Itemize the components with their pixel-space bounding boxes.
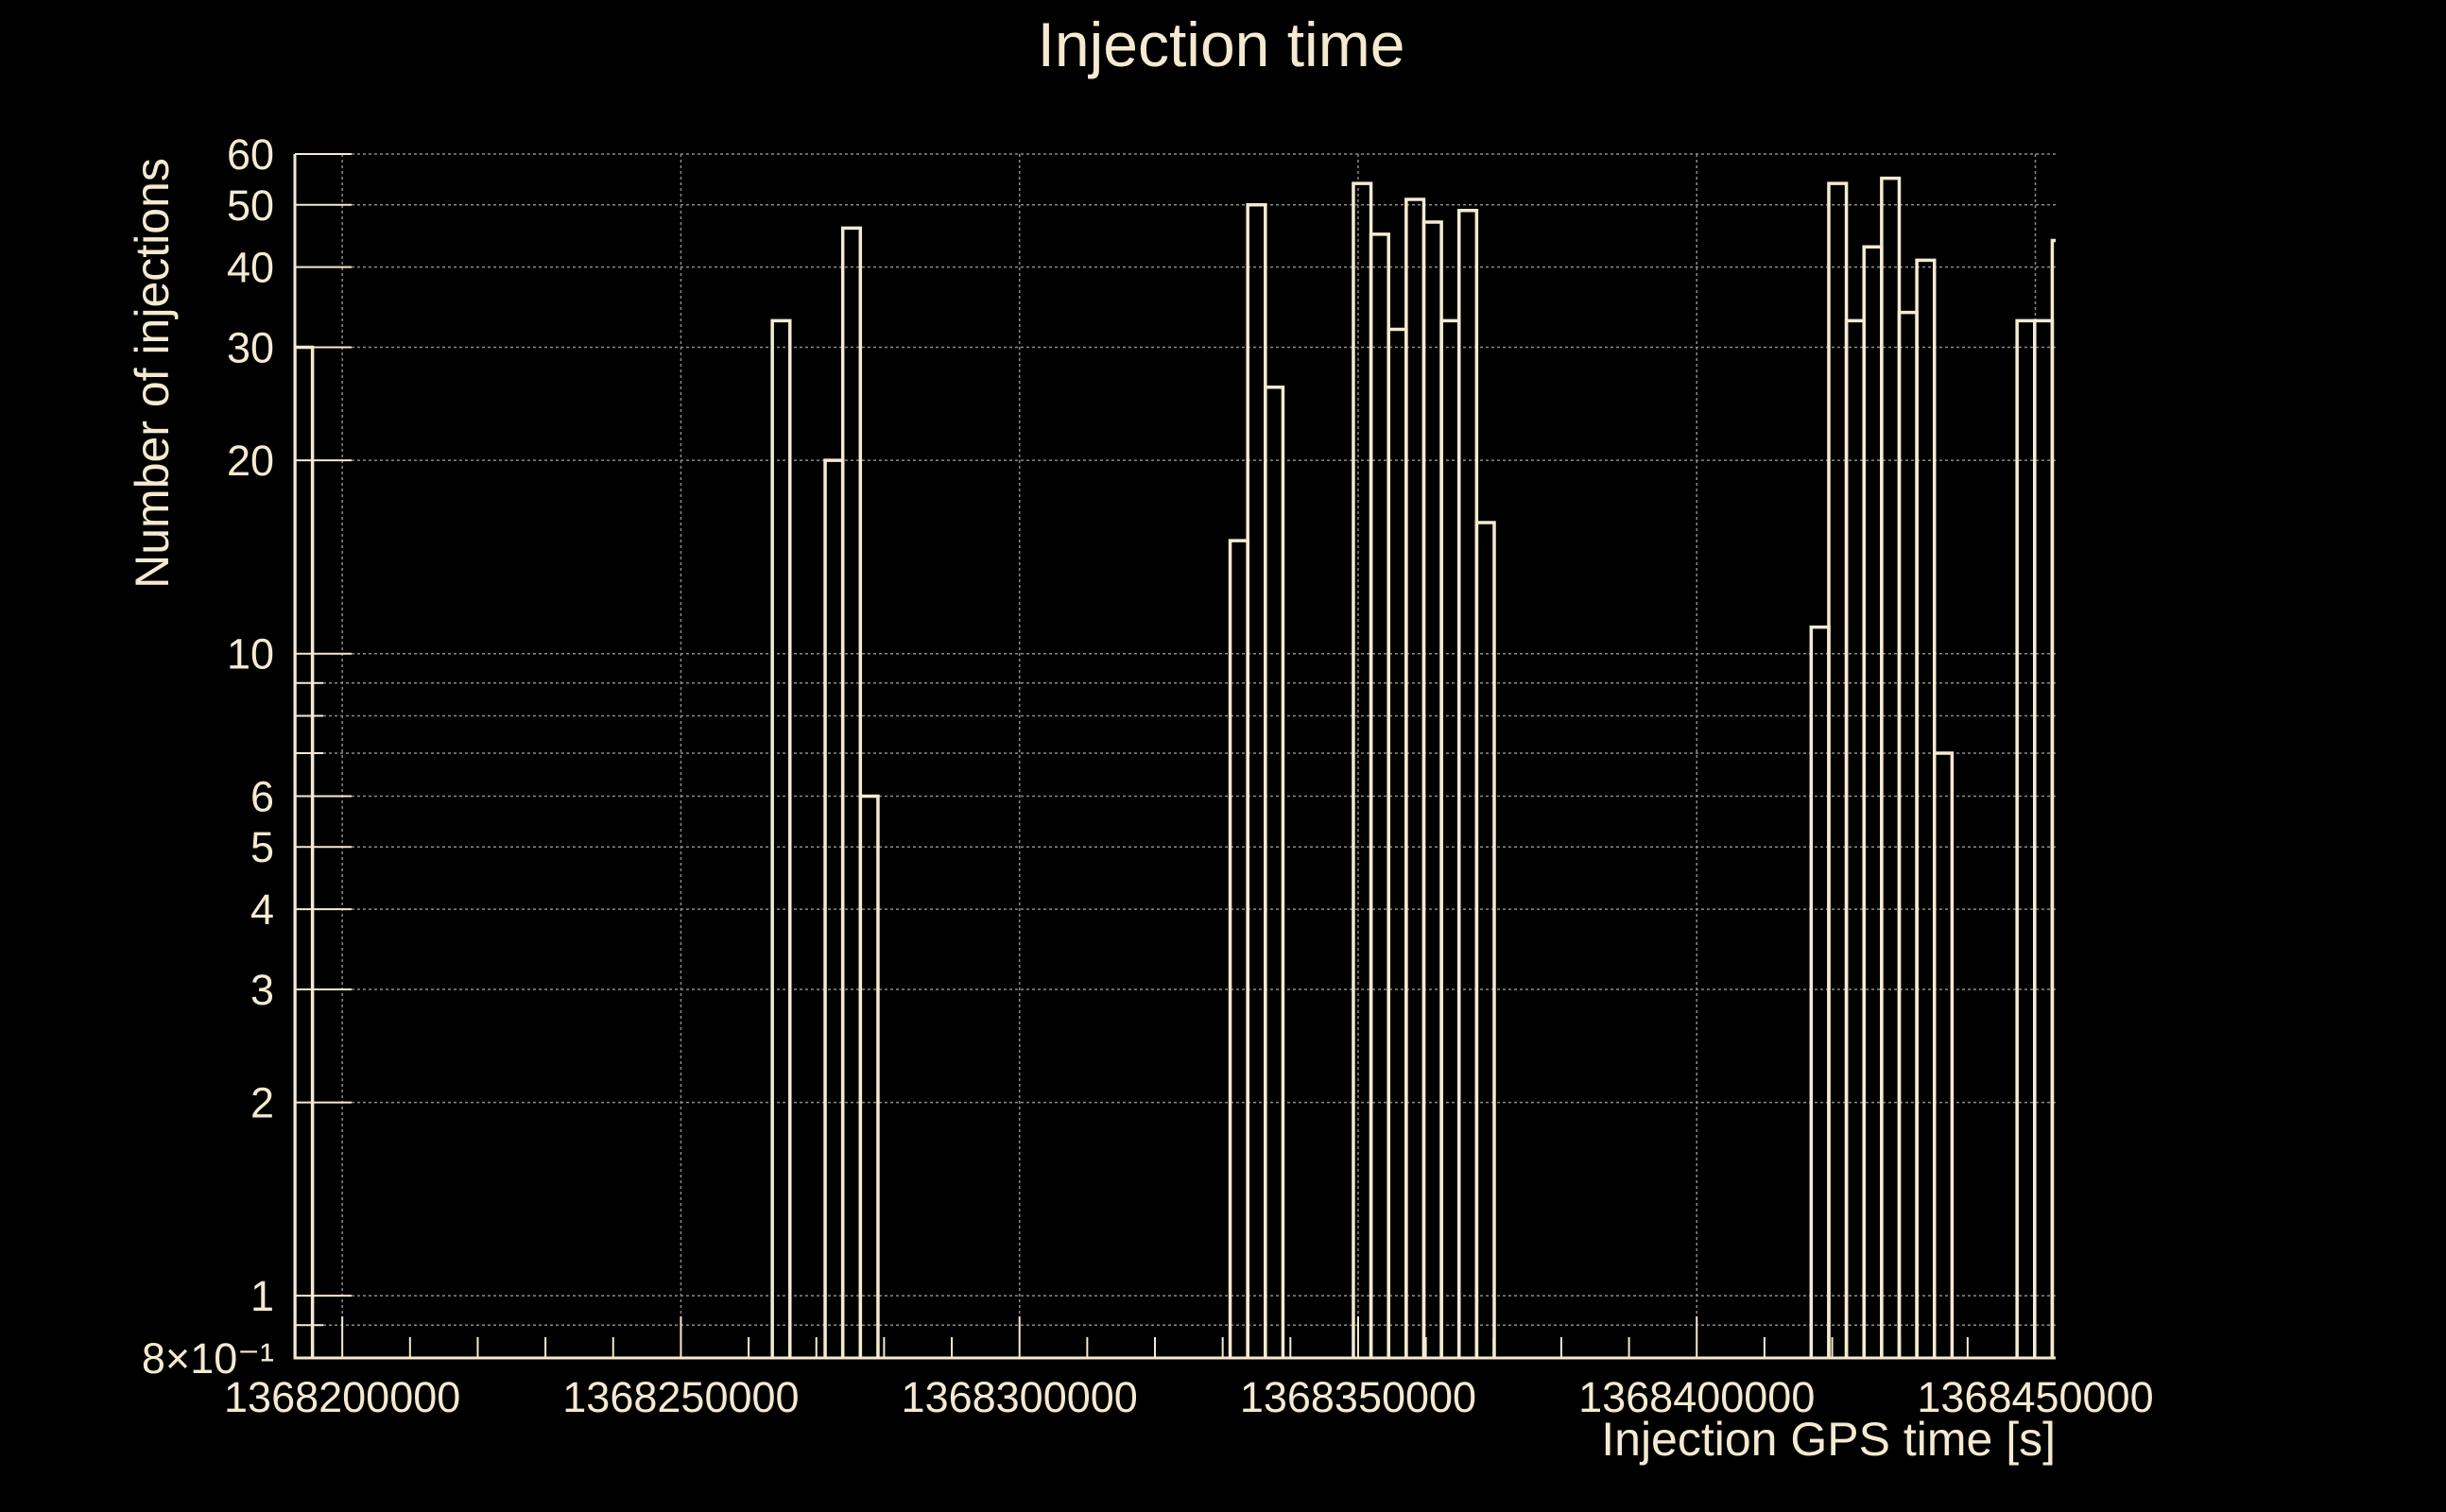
- histogram-bar: [1897, 310, 1919, 1358]
- histogram-bar: [2033, 318, 2055, 1358]
- tick-labels: 1368200000 1368250000 1368300000 1368350000…: [142, 130, 2154, 1421]
- y-tick-label: 50: [227, 181, 274, 230]
- histogram-bar: [840, 226, 863, 1358]
- histogram-bars: [295, 176, 2088, 1358]
- histogram-bar: [1474, 521, 1496, 1358]
- histogram-bar: [2050, 238, 2056, 1358]
- histogram-bar: [1228, 539, 1249, 1358]
- y-tick-label: 40: [227, 244, 274, 292]
- histogram-bar: [858, 794, 880, 1358]
- x-axis-label: Injection GPS time [s]: [1601, 1413, 2056, 1466]
- x-tick-label: 1368400000: [1578, 1373, 1815, 1421]
- histogram-bar: [1456, 209, 1479, 1358]
- histogram-bar: [1421, 220, 1443, 1358]
- tick-marks: [295, 153, 2037, 1359]
- histogram-bar: [770, 318, 792, 1358]
- y-tick-label: 3: [250, 966, 274, 1014]
- x-tick-label: 1368450000: [1917, 1373, 2153, 1421]
- histogram-bar: [295, 345, 315, 1358]
- histogram-bar: [1352, 181, 1373, 1358]
- y-tick-label: 30: [227, 324, 274, 372]
- histogram-bar: [1404, 198, 1426, 1358]
- y-tick-label: 5: [250, 823, 274, 871]
- x-tick-label: 1368250000: [562, 1373, 799, 1421]
- y-tick-label: 6: [250, 772, 274, 820]
- axis-frame: [293, 154, 2056, 1360]
- histogram-bar: [1827, 181, 1849, 1358]
- y-tick-label: 8×10⁻¹: [142, 1334, 274, 1383]
- histogram-bar: [1264, 386, 1285, 1358]
- y-tick-label: 10: [227, 630, 274, 679]
- histogram-bar: [1809, 625, 1831, 1358]
- y-tick-label: 20: [227, 437, 274, 485]
- axes: [293, 154, 2056, 1360]
- y-tick-label: 4: [250, 885, 274, 934]
- x-tick-label: 1368350000: [1240, 1373, 1476, 1421]
- histogram-bar: [1880, 176, 1902, 1358]
- chart-title: Injection time: [1038, 9, 1405, 79]
- y-tick-label: 2: [250, 1079, 274, 1127]
- histogram-bar: [2015, 318, 2037, 1358]
- y-axis-label: Number of injections: [126, 158, 179, 589]
- y-tick-label: 1: [250, 1272, 274, 1320]
- histogram-bar: [2070, 183, 2088, 1358]
- x-tick-label: 1368200000: [224, 1373, 460, 1421]
- histogram-bar: [1915, 258, 1937, 1358]
- y-tick-label: 60: [227, 130, 274, 179]
- histogram-bar: [1844, 318, 1866, 1358]
- histogram-bar: [1439, 318, 1461, 1358]
- x-tick-label: 1368300000: [902, 1373, 1138, 1421]
- histogram-bar: [1862, 245, 1884, 1358]
- histogram-bar: [1387, 327, 1408, 1358]
- grid-lines: [295, 153, 2056, 1358]
- histogram-bar: [1932, 751, 1955, 1358]
- histogram-bar: [1246, 203, 1267, 1358]
